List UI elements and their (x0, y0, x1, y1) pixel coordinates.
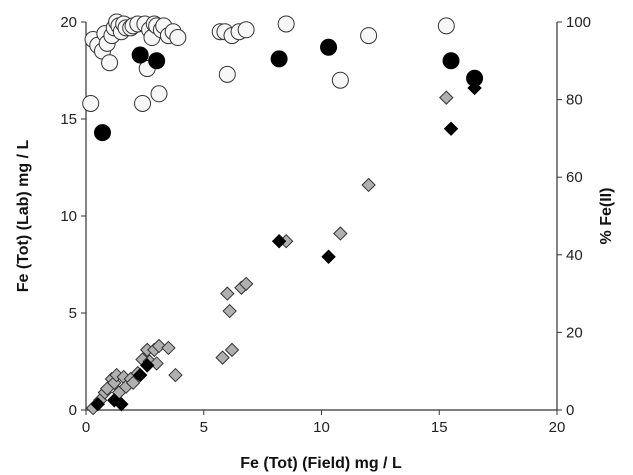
x-axis-title: Fe (Tot) (Field) mg / L (240, 455, 402, 472)
y-axis-title-right: % Fe(II) (598, 188, 615, 245)
y-axis-title-left: Fe (Tot) (Lab) mg / L (15, 139, 32, 292)
diamond-gray-point (151, 338, 167, 354)
circle-white-point (237, 21, 255, 39)
x-tick-label: 0 (82, 419, 90, 436)
diamond-gray-point (161, 340, 176, 356)
y-right-tick-label: 100 (566, 14, 591, 31)
circle-white-point (150, 85, 168, 103)
diamond-black-point (467, 80, 482, 96)
circle-black-point (148, 52, 166, 70)
diamond-gray-point (361, 177, 376, 193)
x-tick-label: 10 (313, 419, 330, 436)
diamond-black-point (321, 249, 336, 264)
y-left-tick-label: 20 (60, 14, 77, 31)
diamond-gray-point (224, 342, 240, 358)
x-tick-label: 20 (549, 419, 566, 436)
circle-white-point (277, 15, 295, 33)
circle-white-point (331, 71, 349, 89)
diamond-gray-point (220, 286, 235, 301)
diamond-black-point (132, 367, 148, 383)
diamond-black-point (271, 234, 287, 249)
y-right-tick-label: 40 (566, 247, 583, 264)
y-right-tick-label: 80 (566, 92, 583, 109)
circle-black-point (270, 50, 288, 68)
diamond-black-point (90, 396, 105, 412)
circle-black-point (320, 38, 338, 56)
diamond-gray-point (439, 90, 454, 105)
circle-black-point (93, 124, 111, 142)
y-left-tick-label: 5 (69, 305, 77, 322)
circle-white-point (437, 17, 455, 35)
diamond-black-point (114, 396, 129, 412)
circle-white-point (218, 65, 236, 83)
diamond-gray-point (125, 375, 141, 391)
diamond-gray-point (238, 276, 254, 292)
diamond-gray-point (222, 303, 237, 319)
y-right-tick-label: 0 (566, 402, 574, 419)
diamond-gray-point (149, 356, 164, 371)
circle-white-point (360, 27, 378, 45)
data-points (82, 13, 484, 416)
circle-white-point (134, 94, 152, 112)
diamond-gray-point (215, 350, 230, 365)
circle-white-point (82, 94, 100, 112)
circle-white-point (169, 29, 187, 47)
y-left-tick-label: 10 (60, 208, 77, 225)
diamond-gray-point (333, 226, 348, 241)
y-left-tick-label: 0 (69, 402, 77, 419)
x-tick-label: 15 (431, 419, 448, 436)
diamond-black-point (140, 358, 155, 373)
diamond-gray-point (168, 367, 183, 383)
circle-black-point (131, 46, 149, 64)
y-right-tick-label: 20 (566, 324, 583, 341)
y-right-tick-label: 60 (566, 169, 583, 186)
y-left-tick-label: 15 (60, 111, 77, 128)
diamond-black-point (443, 121, 459, 136)
circle-black-point (442, 52, 460, 70)
x-tick-label: 5 (200, 419, 208, 436)
circle-white-point (101, 54, 119, 72)
